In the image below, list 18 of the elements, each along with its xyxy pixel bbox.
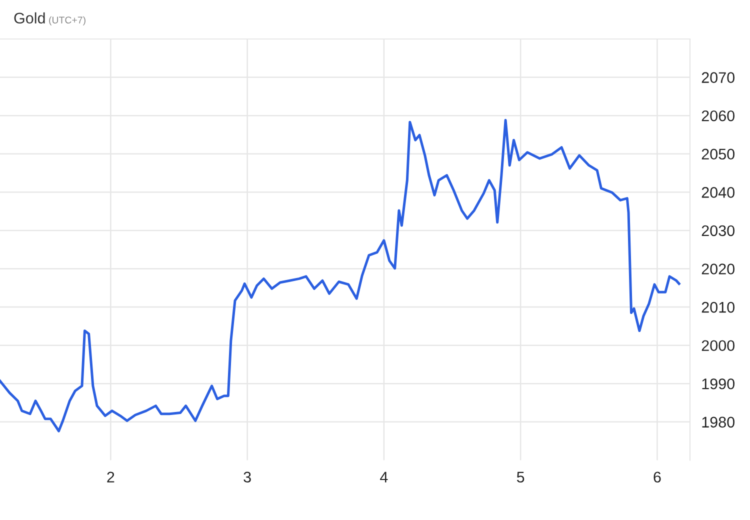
y-tick-label: 2040 [702,187,734,198]
y-tick-label: 2070 [702,72,734,83]
y-tick-label: 1980 [702,416,734,428]
y-tick-label: 2030 [702,225,734,236]
y-tick-label: 2060 [702,110,734,122]
y-tick-label: 2000 [702,340,734,352]
line-series [0,118,680,432]
y-tick-label: 1990 [702,378,734,390]
y-tick-label: 2050 [702,148,734,160]
chart-title: Gold [14,12,45,24]
y-tick-label: 2010 [702,302,734,313]
chart-subtitle: (UTC+7) [49,16,86,26]
x-tick-label: 5 [516,472,524,483]
y-tick-label: 2020 [702,264,734,274]
x-tick-label: 4 [380,472,388,482]
x-tick-label: 2 [107,472,114,482]
x-tick-label: 6 [654,472,661,483]
x-tick-label: 3 [244,472,251,483]
